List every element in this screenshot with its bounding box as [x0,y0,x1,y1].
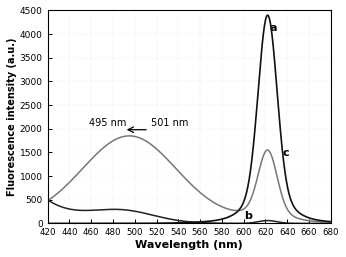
Text: c: c [283,148,290,158]
X-axis label: Wavelength (nm): Wavelength (nm) [135,240,243,250]
Y-axis label: Fluorescence intensity (a.u.): Fluorescence intensity (a.u.) [7,38,17,196]
Text: 495 nm: 495 nm [89,118,126,128]
Text: a: a [270,23,277,33]
Text: 501 nm: 501 nm [151,118,189,128]
Text: b: b [244,210,252,221]
